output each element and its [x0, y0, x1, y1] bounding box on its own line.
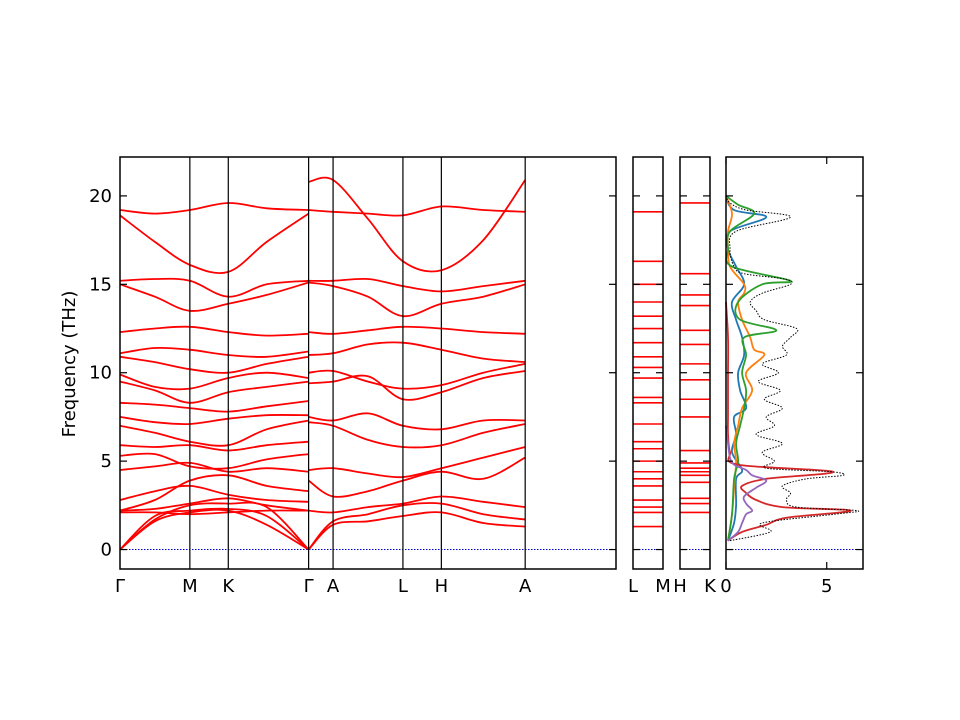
y-tick-label: 15 [89, 274, 112, 295]
phonon-band [119, 355, 309, 374]
x-tick-label: 0 [720, 576, 731, 597]
phonon-band [119, 380, 309, 404]
phonon-band [119, 277, 309, 298]
phonon-band [308, 370, 526, 401]
phonon-band [308, 446, 526, 479]
phonon-band [119, 419, 309, 447]
partial-dos-curve [725, 301, 852, 542]
phonon-band [308, 456, 526, 498]
phonon-band [119, 400, 309, 413]
y-tick-label: 20 [89, 186, 112, 207]
phonon-band [119, 474, 309, 512]
k-point-label: L [628, 576, 638, 597]
x-tick-label: 5 [821, 576, 832, 597]
k-point-label: Γ [304, 576, 314, 597]
y-tick-label: 10 [89, 363, 112, 384]
k-point-label: A [327, 576, 340, 597]
phonon-band [307, 502, 526, 551]
phonon-band [119, 484, 309, 503]
k-point-label: M [182, 576, 198, 597]
phonon-band [308, 341, 526, 363]
partial-dos-curve [725, 195, 792, 541]
phonon-band [119, 501, 310, 551]
axes-frame [679, 156, 711, 570]
partial-dos-curve [725, 195, 768, 541]
phonon-band [308, 412, 526, 431]
phonon-band [308, 421, 526, 449]
phonon-band [308, 277, 526, 293]
k-point-label: K [222, 576, 235, 597]
phonon-band [119, 414, 309, 426]
phonon-band [119, 497, 309, 512]
y-tick-label: 5 [101, 451, 112, 472]
phonon-band [308, 281, 526, 318]
k-point-label: Γ [115, 576, 125, 597]
phonon-band [119, 371, 309, 391]
phonon-band [119, 202, 309, 215]
phonon-band [308, 325, 526, 335]
phonon-band [119, 508, 310, 551]
k-point-label: M [655, 576, 671, 597]
k-point-label: H [435, 576, 449, 597]
k-point-label: H [673, 576, 687, 597]
phonon-band [119, 346, 309, 358]
axes-frame [632, 156, 664, 570]
phonon-band [119, 461, 309, 473]
partial-dos-curve [725, 425, 768, 542]
k-point-label: L [398, 576, 408, 597]
axes-frame [119, 156, 617, 570]
y-axis-label: Frequency (THz) [59, 291, 80, 438]
phonon-band [119, 452, 309, 470]
k-point-label: A [519, 576, 532, 597]
phonon-band [119, 507, 310, 551]
axes-frame [725, 156, 864, 570]
phonon-band [308, 205, 526, 217]
phonon-band [119, 281, 309, 312]
k-point-label: K [704, 576, 717, 597]
partial-dos-curve [725, 195, 766, 541]
y-tick-label: 0 [101, 540, 112, 561]
phonon-band [119, 325, 309, 337]
phonon-band [308, 176, 526, 273]
phonon-band [119, 440, 309, 452]
phonon-band [119, 212, 310, 275]
phonon-band [119, 509, 309, 516]
total-dos-curve [725, 195, 860, 542]
